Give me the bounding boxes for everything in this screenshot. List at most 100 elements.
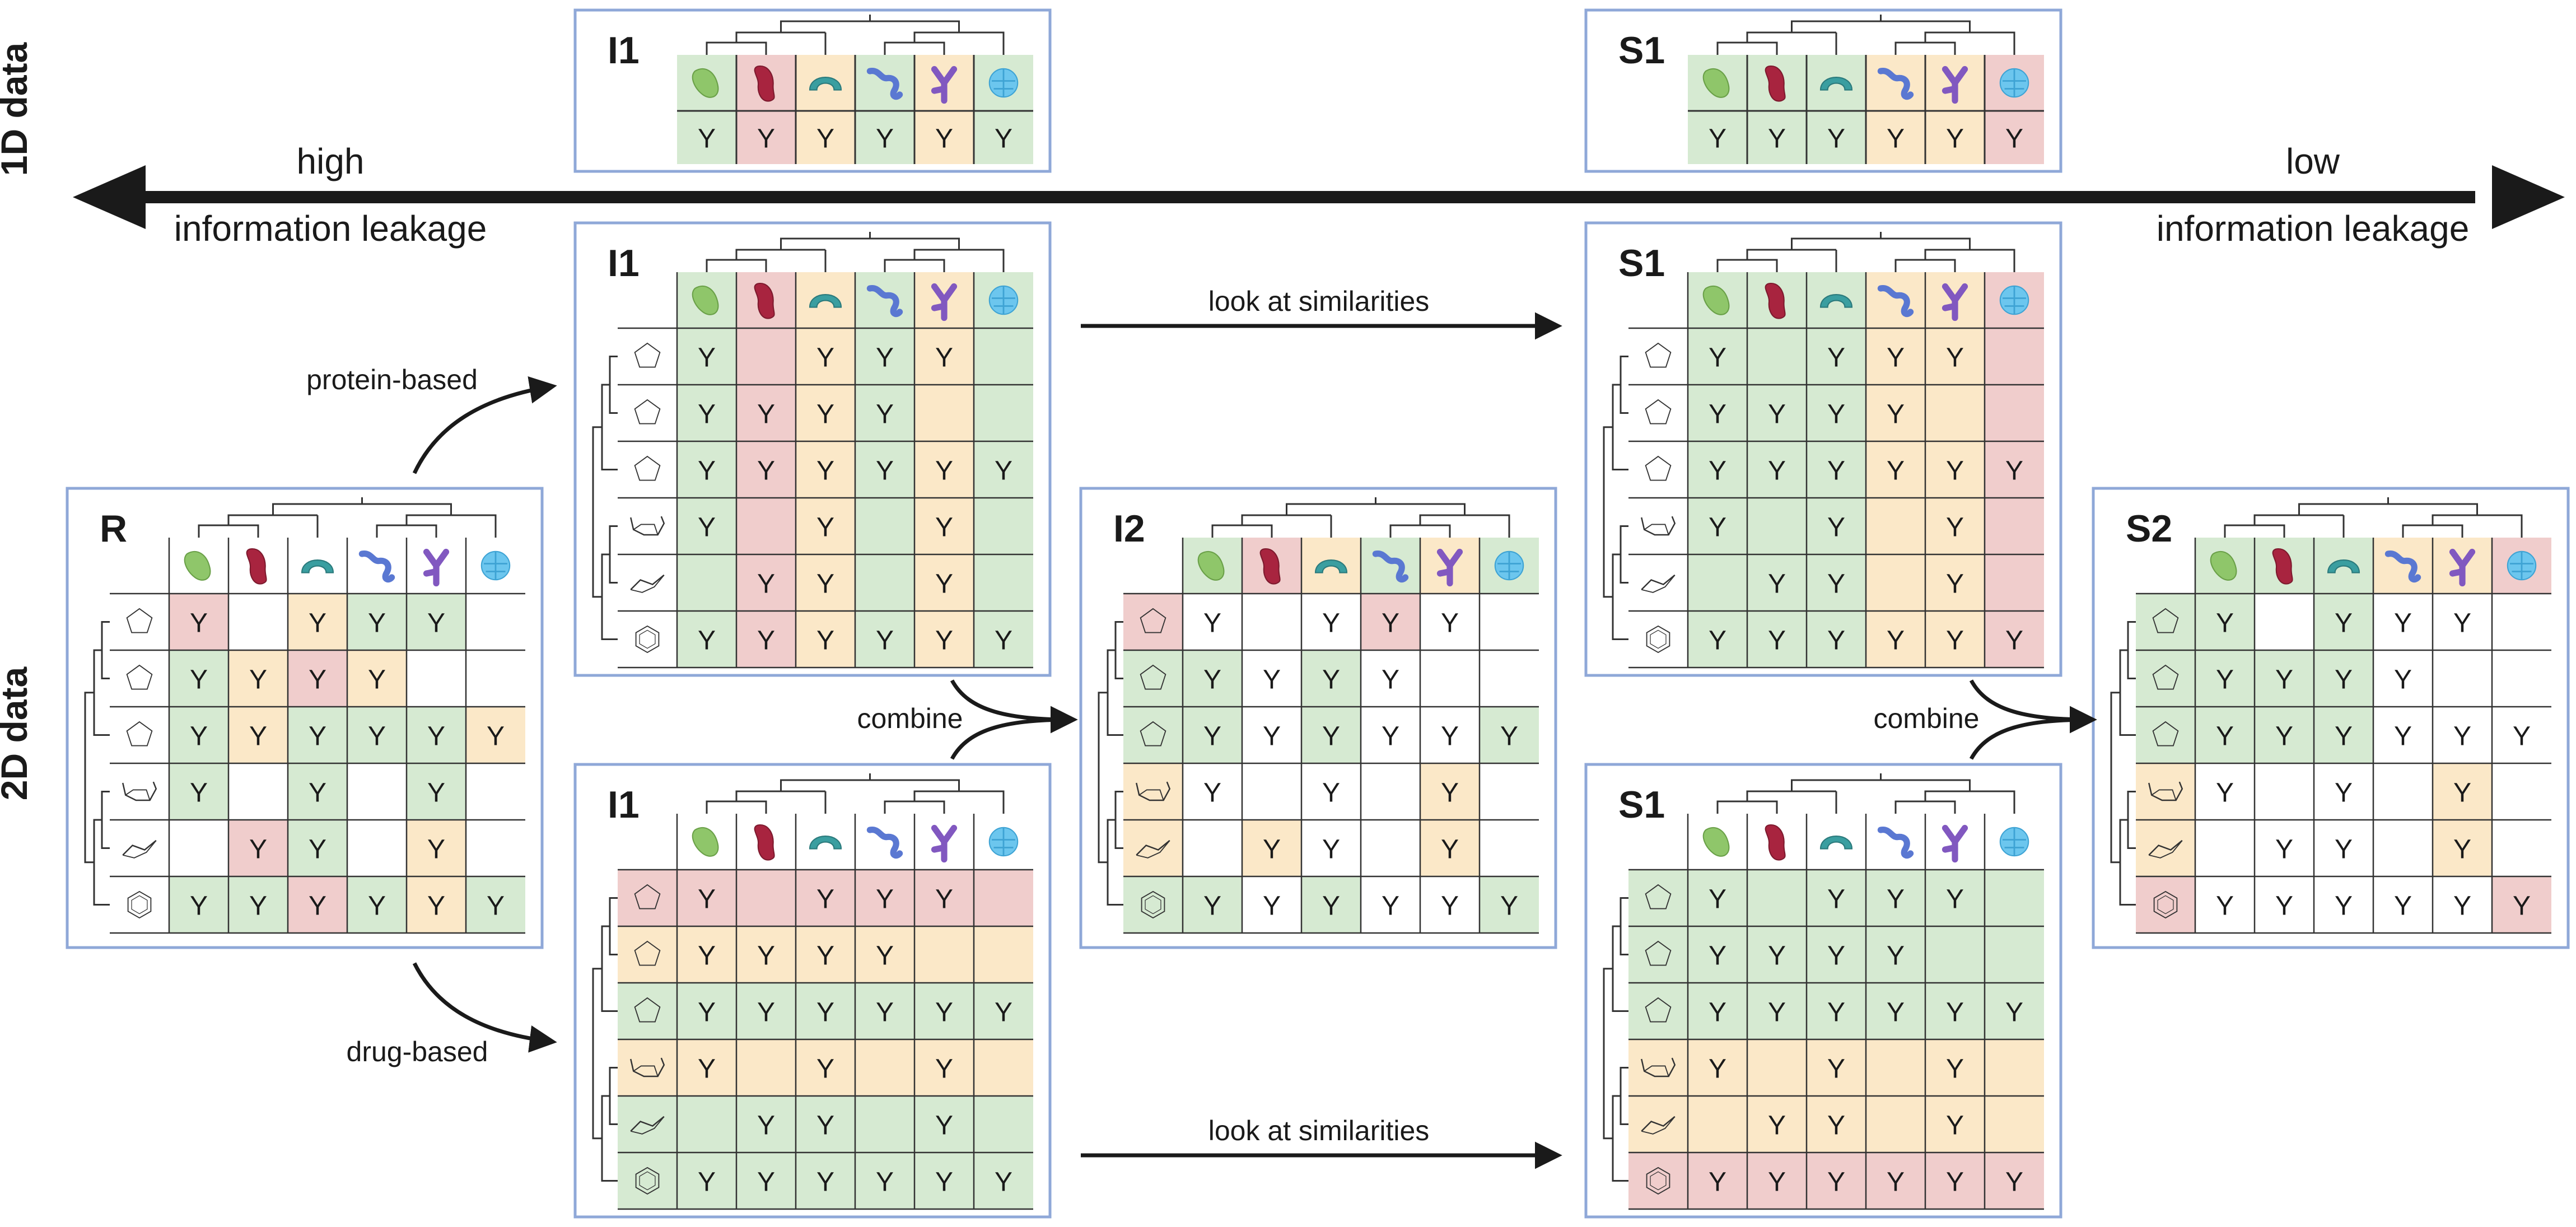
protein-column-fill [1866, 55, 1925, 164]
interaction-cell [974, 611, 1033, 668]
red-kidney-protein-icon [754, 66, 775, 102]
interaction-cell [974, 1096, 1033, 1153]
interaction-cell [1183, 650, 1242, 707]
interaction-cell [1183, 707, 1242, 763]
interaction-cell [1688, 441, 1747, 498]
interaction-mark: Y [1768, 998, 1786, 1028]
interaction-cell [1420, 820, 1480, 876]
interaction-cell [1925, 1096, 1985, 1153]
interaction-mark: Y [1827, 1111, 1845, 1141]
interaction-cell [736, 328, 796, 385]
teal-arc-shape [1314, 559, 1348, 573]
interaction-cell [1985, 441, 2044, 498]
drug-header-cell [618, 1153, 677, 1209]
benzene-ring-icon [635, 625, 660, 654]
hexagon-inner-ring [1145, 895, 1161, 915]
interaction-cell [796, 926, 855, 983]
interaction-cell [288, 707, 347, 763]
chair-ring-back [125, 789, 151, 801]
purple-fork-protein-icon [1942, 824, 1968, 863]
interaction-cell [914, 1153, 974, 1209]
drug-header-cell [1628, 1153, 1688, 1209]
hexagon-ring [635, 625, 660, 654]
interaction-cell [169, 594, 228, 650]
chair-ring-back [1644, 524, 1669, 535]
interaction-cell [1747, 328, 1807, 385]
interaction-mark: Y [995, 1168, 1012, 1197]
interaction-mark: Y [1946, 124, 1964, 154]
interaction-mark: Y [1203, 665, 1221, 695]
pentagon-ring [126, 608, 153, 633]
drug-header-cell [618, 983, 677, 1039]
interaction-mark: Y [1203, 892, 1221, 921]
protein-header-cell [1866, 814, 1925, 870]
interaction-mark: Y [1322, 778, 1340, 808]
drug-header-cell [2136, 650, 2195, 707]
interaction-mark: Y [816, 343, 834, 373]
interaction-cell [974, 554, 1033, 611]
chair-cyclohexane-icon [2148, 781, 2183, 801]
interaction-mark: Y [816, 124, 834, 154]
panel-two-d-s1-protein: S1Y Y Y YY Y Y YY Y Y Y Y YY Y YY Y YY Y Y Y Y Y [1584, 221, 2062, 677]
red-kidney-shape [2272, 548, 2293, 585]
interaction-cell [407, 594, 466, 650]
interaction-mark: Y [1263, 892, 1281, 921]
interaction-cell [677, 1039, 736, 1096]
interaction-cell [855, 554, 914, 611]
red-kidney-protein-icon [1765, 66, 1786, 102]
interaction-cell [1807, 498, 1866, 554]
drug-header-cell [1628, 328, 1688, 385]
interaction-cell [677, 328, 736, 385]
interaction-cell [2314, 707, 2373, 763]
lightblue-globe-lines [992, 286, 1015, 314]
purple-fork-protein-icon [931, 283, 958, 321]
pentagon-ring [1645, 884, 1672, 909]
interaction-cell [1688, 611, 1747, 668]
combine-right-arrow-top [1969, 679, 2097, 734]
interaction-cell [1925, 554, 1985, 611]
hexagon-inner-ring [1650, 629, 1667, 649]
drug-header-cell [1628, 1039, 1688, 1096]
green-bean-shape [1702, 68, 1730, 98]
interaction-cell [1985, 1153, 2044, 1209]
interaction-mark: Y [368, 722, 386, 752]
interaction-cell [347, 763, 407, 820]
protein-dendrogram-branch [1746, 31, 1836, 43]
chair-cyclohexane-icon [122, 781, 157, 801]
flat-ring-front [1641, 574, 1676, 590]
interaction-mark: Y [2513, 892, 2531, 921]
lightblue-globe-protein-icon [1999, 285, 2029, 315]
interaction-mark: Y [1887, 626, 1905, 656]
interaction-mark: Y [1709, 941, 1726, 971]
lightblue-globe-protein-icon [988, 285, 1019, 315]
interaction-cell [2195, 707, 2255, 763]
flat-ring-back [1641, 575, 1676, 593]
interaction-mark: Y [249, 835, 267, 865]
similarities-top-label: look at similarities [1208, 286, 1430, 317]
interaction-mark: Y [935, 1111, 953, 1141]
green-bean-protein-icon [1702, 827, 1730, 857]
interaction-mark: Y [1887, 400, 1905, 430]
pentagon-ring [634, 399, 661, 424]
interaction-cell [1361, 876, 1420, 933]
interaction-mark: Y [2216, 722, 2234, 752]
interaction-cell [1183, 594, 1242, 650]
lightblue-globe-protein-icon [1999, 68, 2029, 98]
interaction-cell [2314, 650, 2373, 707]
interaction-mark: Y [1441, 722, 1459, 752]
interaction-mark: Y [816, 570, 834, 599]
protein-column-fill [1807, 55, 1866, 164]
interaction-mark: Y [2453, 722, 2471, 752]
interaction-cell [1420, 707, 1480, 763]
drug-header-cell [1628, 498, 1688, 554]
purple-fork-protein-icon [931, 824, 958, 863]
panel-label: S1 [1618, 29, 1665, 72]
chair-cyclohexane-icon [1136, 781, 1171, 801]
interaction-cell [1985, 498, 2044, 554]
interaction-cell [974, 926, 1033, 983]
teal-arc-protein-icon [301, 559, 334, 573]
interaction-cell [1688, 385, 1747, 441]
interaction-cell [914, 441, 974, 498]
interaction-mark: Y [1709, 513, 1726, 543]
